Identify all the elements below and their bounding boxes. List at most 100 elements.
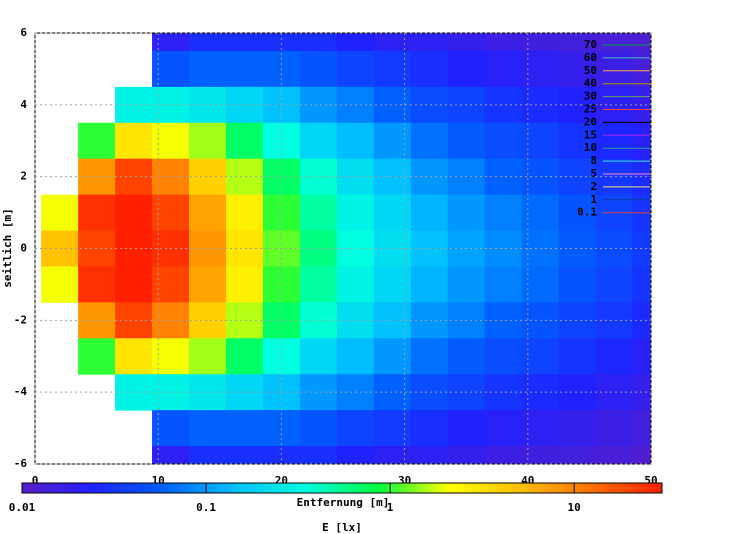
legend-label: 25 <box>584 103 597 116</box>
heat-cell <box>41 266 79 303</box>
heat-cell <box>373 266 412 303</box>
heat-cell <box>484 266 523 303</box>
heat-cell <box>447 194 486 232</box>
heat-cell <box>152 50 190 88</box>
heat-cell <box>225 33 264 52</box>
colorbar-tick-label: 10 <box>568 501 581 514</box>
y-tick-label: -6 <box>14 457 28 470</box>
heat-cell <box>41 194 79 232</box>
legend-label: 50 <box>584 64 597 77</box>
legend-label: 15 <box>584 128 597 141</box>
colorbar-tick-label: 1 <box>387 501 394 514</box>
heat-cell <box>152 338 190 375</box>
heat-cell <box>410 50 449 88</box>
y-tick-label: -2 <box>14 313 27 326</box>
heat-cell <box>78 122 116 160</box>
heat-cell <box>336 122 375 160</box>
heat-cell <box>447 122 486 160</box>
y-tick-label: 6 <box>20 26 27 39</box>
colorbar-label: E [lx] <box>322 521 362 534</box>
heat-cell <box>152 33 190 52</box>
y-tick-label: 2 <box>20 170 27 183</box>
heat-cell <box>521 338 560 375</box>
heat-cell <box>225 266 264 303</box>
heatmap <box>41 33 651 464</box>
legend-label: 1 <box>590 193 597 206</box>
heat-cell <box>558 410 597 447</box>
heat-cell <box>595 410 634 447</box>
heat-cell <box>484 33 523 52</box>
heat-cell <box>632 33 651 52</box>
heat-cell <box>595 122 634 160</box>
colorbar-tick-label: 0.1 <box>196 501 216 514</box>
heat-cell <box>521 50 560 88</box>
heat-cell <box>189 194 227 232</box>
x-axis-label: Entfernung [m] <box>297 496 390 509</box>
heat-cell <box>225 338 264 375</box>
heat-cell <box>299 410 338 447</box>
heat-cell <box>447 266 486 303</box>
legend-label: 60 <box>584 51 597 64</box>
heat-cell <box>373 50 412 88</box>
y-tick-label: -4 <box>14 385 28 398</box>
heat-cell <box>632 446 651 464</box>
heat-cell <box>410 338 449 375</box>
heat-cell <box>299 194 338 232</box>
heat-cell <box>225 410 264 447</box>
heat-cell <box>336 338 375 375</box>
heat-cell <box>373 122 412 160</box>
heat-cell <box>447 33 486 52</box>
heat-cell <box>225 50 264 88</box>
heat-cell <box>558 230 597 267</box>
heat-cell <box>521 446 560 464</box>
heat-cell <box>299 50 338 88</box>
heat-cell <box>299 338 338 375</box>
heat-cell <box>115 194 153 232</box>
heat-cell <box>447 410 486 447</box>
heat-cell <box>373 338 412 375</box>
heat-cell <box>447 338 486 375</box>
heat-cell <box>595 338 634 375</box>
heat-cell <box>152 266 190 303</box>
heat-cell <box>225 302 264 339</box>
heat-cell <box>484 446 523 464</box>
heat-cell <box>558 446 597 464</box>
heat-cell <box>558 338 597 375</box>
heat-cell <box>225 374 264 411</box>
heat-cell <box>225 194 264 232</box>
heat-cell <box>189 338 227 375</box>
colorbar-tick-label: 0.01 <box>9 501 36 514</box>
heat-cell <box>410 410 449 447</box>
heat-cell <box>336 50 375 88</box>
heat-cell <box>189 122 227 160</box>
heat-cell <box>447 446 486 464</box>
heat-cell <box>336 266 375 303</box>
heat-cell <box>558 194 597 232</box>
heat-cell <box>336 33 375 52</box>
legend-label: 5 <box>590 167 597 180</box>
heat-cell <box>336 194 375 232</box>
heat-cell <box>262 446 301 464</box>
heat-cell <box>262 33 301 52</box>
heat-cell <box>225 230 264 267</box>
heat-cell <box>484 338 523 375</box>
heat-cell <box>521 410 560 447</box>
heat-cell <box>410 194 449 232</box>
heat-cell <box>484 194 523 232</box>
heat-cell <box>558 266 597 303</box>
heat-cell <box>595 50 634 88</box>
legend-label: 0.1 <box>577 206 597 219</box>
x-tick-label: 0 <box>32 474 39 487</box>
heat-cell <box>299 33 338 52</box>
legend-label: 70 <box>584 38 597 51</box>
heat-cell <box>152 194 190 232</box>
heat-cell <box>336 446 375 464</box>
heat-cell <box>410 266 449 303</box>
heat-cell <box>410 446 449 464</box>
legend-label: 20 <box>584 115 597 128</box>
heat-cell <box>632 266 651 303</box>
heat-cell <box>632 410 651 447</box>
heat-cell <box>632 50 651 88</box>
heat-cell <box>225 446 264 464</box>
heat-cell <box>595 33 634 52</box>
